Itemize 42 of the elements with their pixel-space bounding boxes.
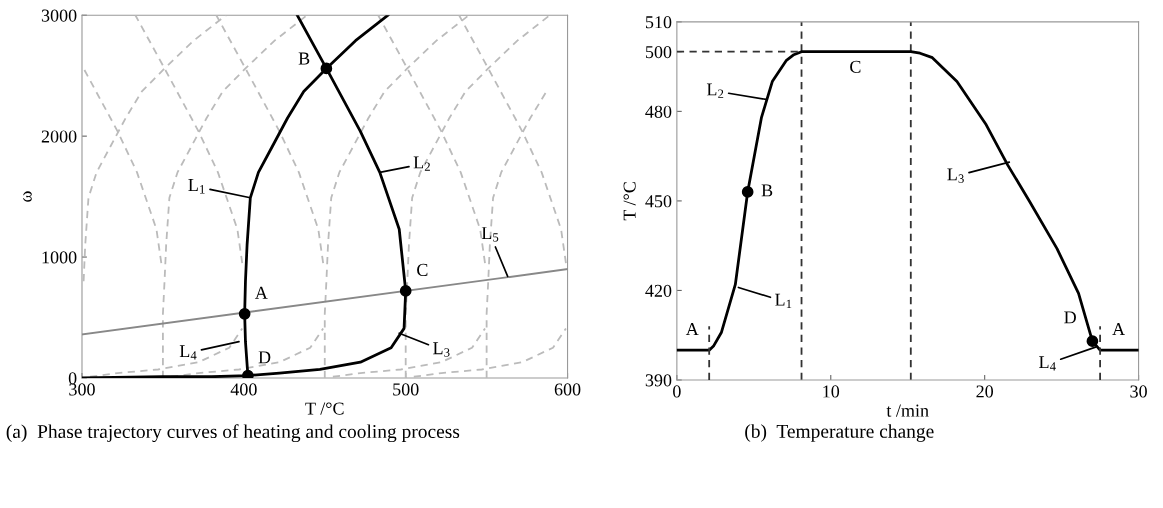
annotation: B <box>298 52 310 65</box>
y-tick-label: 500 <box>645 45 672 59</box>
annotation: L$_{2}$ <box>413 156 430 171</box>
y-tick-label: 390 <box>645 374 672 387</box>
y-axis-title: ω <box>23 191 32 202</box>
text: (a) Phase trajectory curves of heating and cooling process <box>6 424 460 443</box>
y-tick-label: 420 <box>645 284 672 297</box>
x-tick-label: 500 <box>393 383 419 396</box>
annotation: L$_{1}$ <box>775 293 792 309</box>
y-axis-title: T /°C <box>623 182 636 221</box>
x-tick-label: 0 <box>673 385 681 398</box>
annotation: L$_{4}$ <box>1039 356 1056 371</box>
text: (b) Temperature change <box>745 424 934 442</box>
y-tick-label: 3000 <box>41 9 77 22</box>
annotation: L$_{1}$ <box>188 179 205 194</box>
y-tick-label: 510 <box>645 16 672 29</box>
y-tick-label: 450 <box>645 195 672 208</box>
x-tick-label: 20 <box>976 385 994 398</box>
annotation: L$_{2}$ <box>706 83 724 98</box>
annotation: D <box>1064 311 1076 324</box>
annotation: L$_{3}$ <box>947 168 964 183</box>
annotation: D <box>258 351 271 364</box>
annotation: A <box>254 286 268 299</box>
x-tick-label: 600 <box>554 383 581 396</box>
x-tick-label: 30 <box>1130 385 1147 398</box>
annotation: A <box>685 323 699 336</box>
y-tick-label: 2000 <box>41 130 77 143</box>
y-tick-label: 1000 <box>42 251 77 264</box>
annotation: A <box>1112 323 1125 336</box>
x-tick-label: 10 <box>823 385 840 398</box>
annotation: L$_{4}$ <box>179 345 197 360</box>
annotation: L$_{3}$ <box>433 342 450 357</box>
annotation: C <box>417 263 428 276</box>
y-tick-label: 480 <box>645 105 672 118</box>
annotation: L$_{5}$ <box>481 227 499 242</box>
annotation: B <box>761 184 773 197</box>
x-axis-title: T /°C <box>305 402 344 415</box>
x-tick-label: 400 <box>230 383 257 396</box>
y-tick-label: 0 <box>68 372 77 385</box>
annotation: C <box>850 60 861 73</box>
x-axis-title: t /min <box>886 404 929 417</box>
x-tick-label: 300 <box>69 383 95 396</box>
